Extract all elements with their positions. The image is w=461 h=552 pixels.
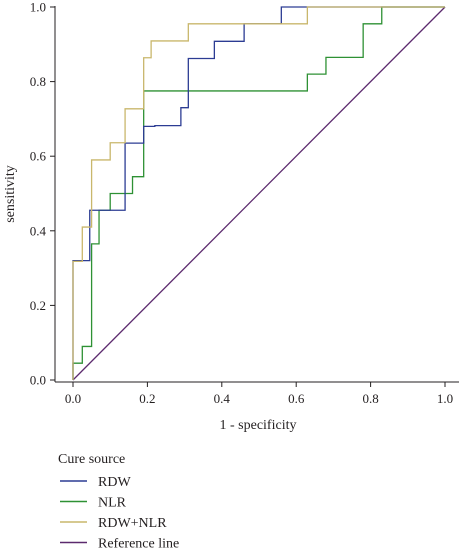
series-line-rdw-nlr (72, 6, 445, 380)
legend-item-label: RDW+NLR (98, 516, 167, 531)
y-tick-label: 0.4 (30, 223, 47, 238)
legend-title: Cure source (58, 452, 125, 467)
legend-item-label: NLR (98, 496, 127, 511)
x-tick-label: 0.8 (362, 391, 378, 406)
y-tick-label: 0.6 (30, 149, 47, 164)
x-tick-label: 1.0 (437, 391, 453, 406)
series-line-nlr (72, 6, 445, 380)
y-tick-label: 1.0 (30, 0, 46, 15)
series-line-reference-line (72, 6, 446, 381)
x-tick-label: 0.4 (214, 391, 231, 406)
x-axis-label: 1 - specificity (220, 418, 297, 433)
legend-item-label: RDW (98, 475, 131, 490)
y-tick-label: 0.0 (30, 373, 46, 388)
x-axis-ticks: 0.0 0.2 0.4 0.6 0.8 1.0 (65, 382, 453, 406)
y-tick-label: 0.8 (30, 74, 46, 89)
y-tick-label: 0.2 (30, 298, 46, 313)
x-tick-label: 0.6 (288, 391, 305, 406)
series-line-rdw (72, 6, 445, 380)
legend: RDW NLR RDW+NLR Reference line (60, 475, 179, 552)
y-axis-label: sensitivity (3, 165, 18, 223)
legend-item-label: Reference line (98, 537, 179, 552)
y-axis-ticks: 0.0 0.2 0.4 0.6 0.8 1.0 (30, 0, 55, 388)
x-tick-label: 0.0 (65, 391, 81, 406)
plot-series (72, 6, 446, 381)
x-tick-label: 0.2 (139, 391, 155, 406)
